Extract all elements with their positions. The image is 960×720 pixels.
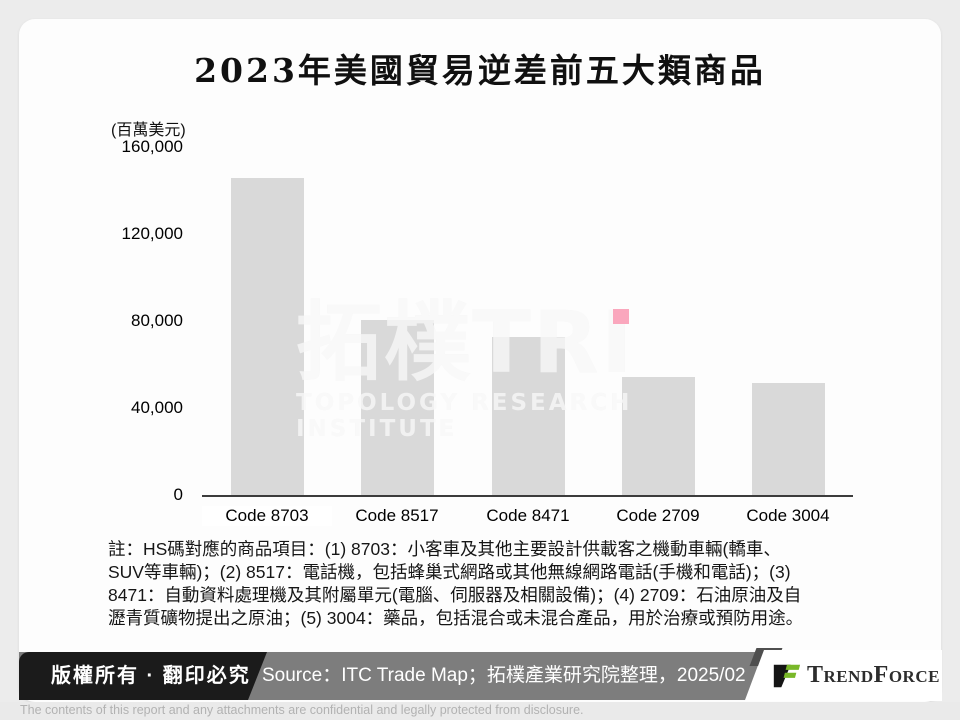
footnote-line: 瀝青質礦物提出之原油；(5) 3004：藥品，包括混合或未混合產品，用於治療或預… bbox=[108, 608, 804, 628]
x-axis-label: Code 2709 bbox=[616, 506, 700, 525]
y-axis-tick: 80,000 bbox=[131, 311, 183, 331]
y-axis-unit-label: (百萬美元) bbox=[111, 122, 186, 139]
bar-code-8517 bbox=[360, 320, 434, 496]
source-text: Source：ITC Trade Map；拓樸產業研究院整理，2025/02 bbox=[262, 665, 746, 686]
x-axis-label: Code 8517 bbox=[355, 506, 439, 525]
copyright-ribbon: 版權所有 · 翻印必究 bbox=[19, 652, 267, 700]
y-axis-tick: 120,000 bbox=[121, 224, 183, 244]
brand-name: TrendForce bbox=[807, 662, 940, 688]
footnote-line: 8471：自動資料處理機及其附屬單元(電腦、伺服器及相關設備)；(4) 2709… bbox=[108, 585, 802, 605]
footnote-line: SUV等車輛)；(2) 8517：電話機，包括蜂巢式網路或其他無線網路電話(手機… bbox=[108, 562, 791, 582]
footnote: 註：HS碼對應的商品項目：(1) 8703：小客車及其他主要設計供載客之機動車輛… bbox=[108, 538, 860, 630]
brand-logo: TrendForce bbox=[745, 650, 942, 701]
x-axis-label: Code 3004 bbox=[746, 506, 830, 525]
x-axis-label: Code 8471 bbox=[486, 506, 570, 525]
y-axis-tick: 0 bbox=[173, 485, 183, 504]
x-axis-label: Code 8703 bbox=[202, 506, 332, 526]
y-axis: 160,000 120,000 80,000 40,000 0 bbox=[96, 0, 183, 720]
bar-code-3004 bbox=[751, 383, 825, 496]
report-card bbox=[19, 19, 941, 702]
chart-title: 2023年美國貿易逆差前五大類商品 bbox=[194, 51, 766, 90]
bar-code-8471 bbox=[491, 337, 565, 496]
disclaimer-text: The contents of this report and any atta… bbox=[20, 703, 584, 717]
confidentiality-strip: The contents of this report and any atta… bbox=[0, 702, 960, 720]
bar-code-8703 bbox=[230, 178, 304, 496]
copyright-text: 版權所有 · 翻印必究 bbox=[51, 665, 251, 687]
y-axis-tick: 40,000 bbox=[131, 398, 183, 418]
x-axis-line bbox=[202, 495, 853, 497]
bar-code-2709 bbox=[621, 377, 695, 496]
y-axis-tick: 160,000 bbox=[121, 137, 183, 157]
trendforce-icon bbox=[773, 664, 801, 687]
pink-square-marker bbox=[613, 308, 629, 324]
footnote-line: 註：HS碼對應的商品項目：(1) 8703：小客車及其他主要設計供載客之機動車輛… bbox=[108, 539, 781, 559]
